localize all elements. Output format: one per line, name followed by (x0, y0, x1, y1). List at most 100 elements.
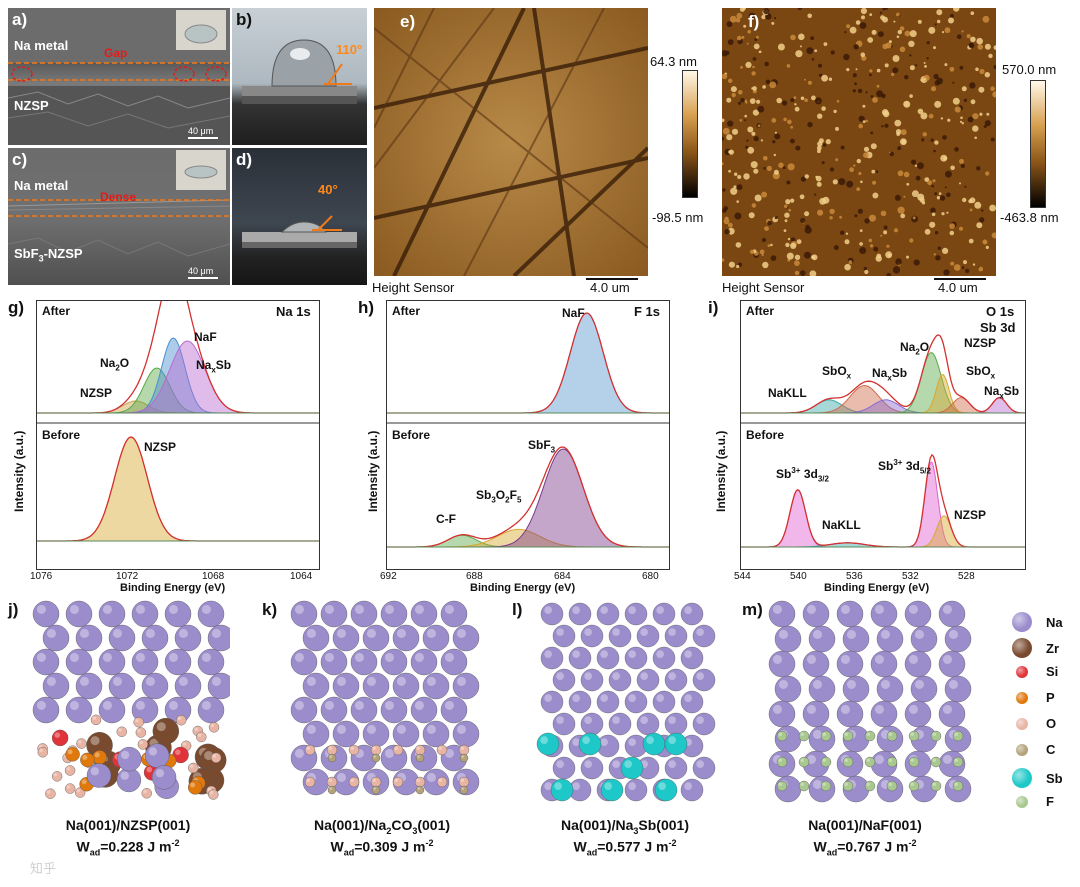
afm-f-grain (811, 255, 816, 260)
legend-item-o: O (1012, 716, 1056, 731)
atom-f-highlight (822, 732, 826, 736)
atom-na (680, 778, 704, 802)
atom-na (596, 690, 620, 714)
atom-na-highlight (426, 676, 436, 686)
caption-k: Na(001)/Na2CO3(001) (313, 817, 451, 836)
atom-na-highlight (102, 700, 112, 710)
afm-f-grain (870, 95, 874, 98)
afm-f-grain (795, 145, 801, 151)
afm-f-grain (949, 223, 955, 229)
atom-na-highlight (426, 724, 436, 734)
atom-na (624, 646, 648, 670)
afm-f-grain (793, 96, 797, 100)
atom-na-highlight (668, 628, 676, 636)
structure-l (536, 602, 716, 802)
atom-na-highlight (90, 767, 100, 776)
peak-naf-g: NaF (194, 330, 217, 344)
atom-na (452, 672, 480, 700)
sem-a-texture (8, 8, 230, 145)
afm-f-grain (729, 15, 737, 23)
atom-na-highlight (426, 628, 436, 638)
atom-o (64, 765, 76, 776)
afm-f-grain (752, 65, 755, 69)
atom-na-highlight (942, 704, 952, 714)
afm-f-grain (913, 259, 920, 266)
atom-na-highlight (600, 738, 608, 746)
before-label-i: Before (746, 428, 785, 442)
afm-f-grain (761, 237, 767, 243)
afm-f-grain (833, 245, 839, 251)
atom-na-highlight (444, 748, 454, 758)
afm-f-grain (860, 52, 866, 57)
afm-f-grain (727, 120, 734, 127)
atom-f (776, 756, 788, 768)
afm-f-grain (756, 99, 761, 104)
afm-f-grain (858, 171, 862, 176)
afm-f-grain (982, 15, 990, 23)
atom-na-highlight (336, 628, 346, 638)
afm-f-grain (941, 31, 945, 34)
atom-o-highlight (182, 742, 187, 746)
atom-na-highlight (336, 724, 346, 734)
atom-na (944, 675, 972, 703)
afm-f-grain (771, 21, 775, 25)
afm-f-grain (735, 17, 741, 23)
atom-o (135, 727, 147, 738)
atom-o-highlight (438, 778, 442, 782)
afm-f-grain (743, 24, 747, 28)
atom-o (133, 716, 144, 728)
afm-f-grain (984, 120, 991, 127)
afm-f-grain (773, 153, 776, 157)
atom-na-highlight (908, 704, 918, 714)
atom-na-highlight (880, 629, 890, 639)
atom-c (415, 753, 425, 763)
afm-f-grain (852, 73, 857, 78)
afm-f-grain (921, 201, 926, 205)
afm-f-grain (964, 185, 967, 188)
atom-c (327, 785, 337, 795)
afm-f-grain (868, 238, 873, 243)
afm-f-grain (821, 74, 828, 82)
afm-f-grain (770, 255, 777, 261)
atom-na-highlight (846, 679, 856, 689)
contact-angle-image-d: d) 40° (232, 148, 367, 285)
x-axis-title-g: Binding Energy (eV) (120, 582, 226, 594)
atom-o-highlight (306, 746, 310, 750)
afm-f-grain (749, 249, 755, 254)
atom-na (42, 672, 70, 700)
peak-na2o-g: Na2O (100, 356, 130, 373)
atom-na-highlight (914, 629, 924, 639)
afm-f-grain (941, 212, 945, 216)
atom-f (886, 780, 898, 792)
atom-o-highlight (306, 778, 310, 782)
atom-f-highlight (932, 782, 936, 786)
atom-na (774, 675, 802, 703)
atom-na-highlight (36, 604, 46, 614)
afm-f-grain (788, 208, 791, 212)
atom-o (137, 739, 149, 750)
afm-f-grain (821, 106, 826, 111)
atom-o (90, 714, 102, 726)
afm-f-grain (948, 17, 954, 24)
afm-f-grain (885, 42, 892, 49)
g-before-envelope (37, 436, 319, 542)
atom-o (348, 744, 360, 756)
atom-o (141, 788, 152, 799)
atom-f-highlight (822, 758, 826, 762)
atom-na (664, 624, 688, 648)
legend-label-f: F (1046, 794, 1054, 809)
afm-f-grain (766, 165, 772, 171)
afm-f-grain (986, 112, 990, 116)
atom-na-highlight (874, 604, 884, 614)
afm-f-grain (952, 81, 955, 84)
afm-f-grain (811, 95, 816, 101)
afm-f-grain (822, 143, 827, 147)
atom-na-highlight (211, 628, 221, 638)
atom-na-highlight (880, 679, 890, 689)
afm-f-grain (876, 68, 881, 73)
atom-na (452, 624, 480, 652)
tick-g-2: 1068 (202, 571, 225, 582)
afm-f-grain (790, 237, 796, 242)
atom-na (768, 650, 796, 678)
atom-sb (578, 732, 602, 756)
